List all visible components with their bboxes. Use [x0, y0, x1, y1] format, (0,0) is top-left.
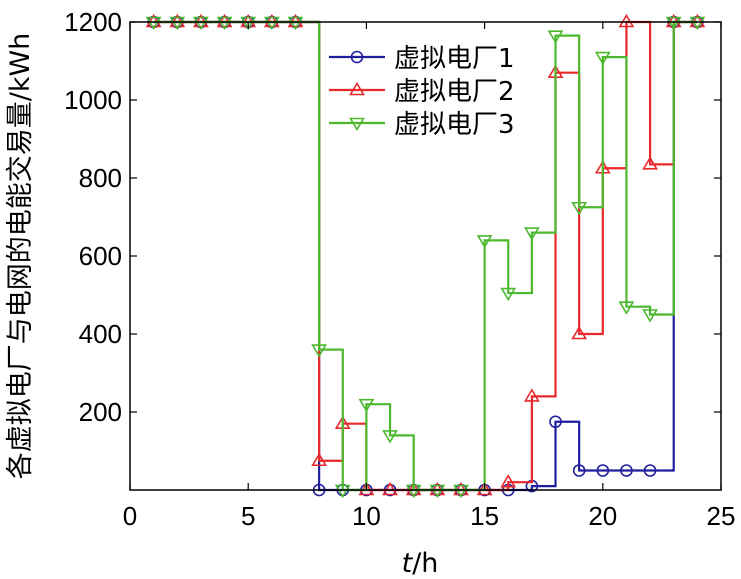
data-point	[665, 16, 682, 31]
x-tick-label: 15	[470, 501, 499, 531]
y-tick-label: 1200	[64, 7, 122, 37]
data-point	[476, 235, 493, 249]
data-point	[311, 452, 328, 467]
data-point	[287, 16, 304, 31]
data-point	[689, 16, 706, 31]
data-point	[618, 301, 635, 315]
legend-marker	[349, 117, 365, 132]
x-tick-label: 5	[241, 501, 255, 531]
y-axis-label: 各虚拟电厂与电网的电能交易量/kWh	[5, 33, 36, 480]
x-axis-label: t/h	[402, 548, 439, 579]
data-point	[382, 430, 398, 444]
y-tick-label: 600	[79, 241, 122, 271]
data-point	[500, 287, 517, 302]
data-point	[334, 484, 351, 499]
y-tick-label: 1000	[64, 85, 122, 115]
data-point	[429, 484, 446, 499]
data-point	[642, 309, 658, 323]
data-point	[193, 16, 209, 31]
data-point	[523, 388, 540, 402]
data-point	[500, 474, 517, 488]
x-axis-label-italic: t	[402, 548, 414, 579]
axes-layer: 0 5 10 15 20 25 200 400 600 800 1000 1200	[64, 7, 735, 531]
legend-label: 虚拟电厂2	[394, 77, 515, 107]
data-point	[311, 344, 328, 358]
x-axis-label-unit: /h	[412, 548, 438, 579]
data-point	[453, 484, 469, 499]
data-point	[596, 464, 610, 477]
y-tick-label: 400	[79, 319, 122, 349]
data-point	[240, 16, 257, 31]
y-tick-label: 200	[79, 397, 122, 427]
data-point	[169, 16, 186, 31]
data-point	[620, 464, 633, 477]
legend-marker	[349, 81, 365, 96]
data-point	[643, 464, 657, 477]
legend-label: 虚拟电厂3	[394, 110, 515, 140]
data-point	[216, 16, 233, 31]
legend-item-2: 虚拟电厂2	[329, 77, 515, 107]
x-tick-label: 10	[352, 501, 381, 531]
legend-item-3: 虚拟电厂3	[329, 110, 515, 140]
data-point	[523, 227, 540, 241]
x-tick-label: 25	[707, 501, 736, 531]
data-point	[263, 16, 280, 31]
data-point	[642, 156, 658, 170]
data-point	[405, 484, 422, 499]
legend-item-1: 虚拟电厂1	[329, 44, 515, 74]
x-tick-label: 20	[588, 501, 617, 531]
data-point	[594, 51, 611, 66]
data-point	[145, 16, 162, 31]
data-point	[547, 30, 564, 44]
data-point	[382, 481, 398, 496]
legend-label: 虚拟电厂1	[394, 44, 515, 74]
data-point	[549, 415, 562, 429]
legend-marker	[350, 50, 364, 64]
data-point	[571, 325, 588, 340]
data-point	[618, 13, 635, 28]
data-point	[358, 398, 375, 413]
data-point	[571, 201, 588, 216]
data-point	[572, 464, 586, 477]
y-tick-label: 800	[79, 163, 122, 193]
x-tick-label: 0	[123, 501, 137, 531]
